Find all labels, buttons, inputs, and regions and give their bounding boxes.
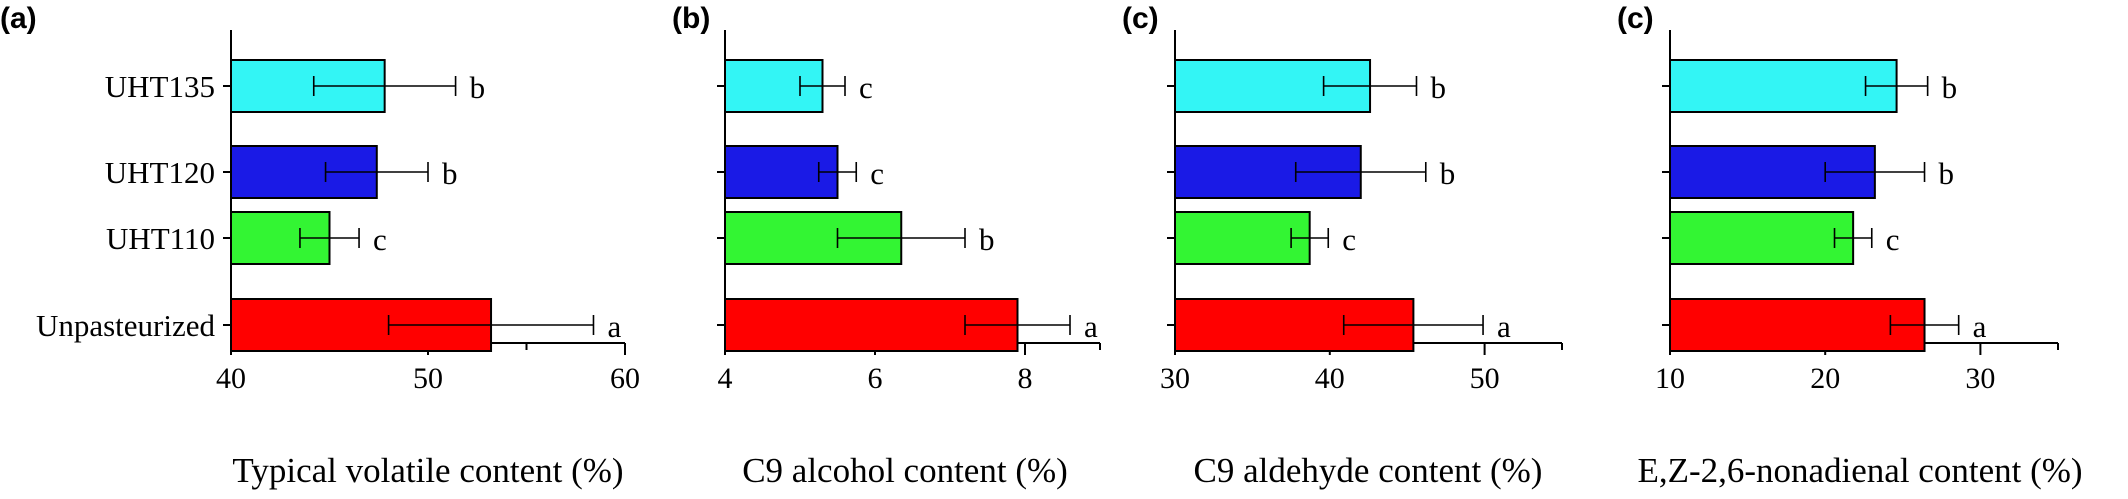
panel-1: (a) 40 50 60 Typical volatile content (%) UHT… (0, 2, 640, 490)
significance-letter: b (1942, 70, 1958, 105)
panel-4: (c) 10 20 30 E,Z-2,6-nonadienal content (%) b… (1617, 2, 2083, 490)
panel-label: (b) (672, 2, 710, 35)
x-tick-label: 8 (1018, 362, 1033, 395)
significance-letter: c (870, 156, 884, 191)
x-tick-label: 50 (413, 362, 443, 395)
panel-label: (c) (1617, 2, 1654, 35)
significance-letter: a (1973, 309, 1987, 344)
significance-letter: c (373, 222, 387, 257)
significance-letter: b (1430, 70, 1446, 105)
x-tick-label: 10 (1655, 362, 1685, 395)
x-tick-label: 20 (1810, 362, 1840, 395)
bar-uht110 (1174, 211, 1311, 265)
significance-letter: b (1939, 156, 1955, 191)
x-tick-label: 50 (1470, 362, 1500, 395)
x-tick-label: 4 (718, 362, 733, 395)
x-tick-label: 40 (1315, 362, 1345, 395)
x-axis-title: C9 aldehyde content (%) (1194, 451, 1543, 490)
x-axis-title: E,Z-2,6-nonadienal content (%) (1637, 451, 2082, 490)
significance-letter: c (1342, 222, 1356, 257)
panel-label: (a) (0, 2, 37, 35)
bar-uht135 (1669, 59, 1898, 113)
x-tick-label: 30 (1965, 362, 1995, 395)
x-axis-title: Typical volatile content (%) (232, 451, 623, 490)
significance-letter: a (1497, 309, 1511, 344)
significance-letter: a (607, 309, 621, 344)
bar-uht110 (1669, 211, 1855, 265)
significance-letter: b (470, 70, 486, 105)
category-label: UHT110 (106, 221, 215, 256)
x-tick-label: 60 (610, 362, 640, 395)
category-label: UHT120 (105, 155, 215, 190)
bar-unpasteurized (1669, 298, 1926, 352)
significance-letter: c (859, 70, 873, 105)
significance-letter: b (1440, 156, 1456, 191)
panel-label: (c) (1122, 2, 1159, 35)
x-tick-label: 6 (868, 362, 883, 395)
x-axis-title: C9 alcohol content (%) (742, 451, 1068, 490)
x-tick-label: 30 (1160, 362, 1190, 395)
category-label: UHT135 (105, 69, 215, 104)
significance-letter: b (979, 222, 995, 257)
significance-letter: b (442, 156, 458, 191)
significance-letter: c (1886, 222, 1900, 257)
x-tick-label: 40 (216, 362, 246, 395)
panel-2: (b) 4 6 8 C9 alcohol content (%) c c b a (672, 2, 1101, 490)
panel-3: (c) 30 40 50 C9 aldehyde content (%) b b c a (1122, 2, 1563, 490)
significance-letter: a (1084, 309, 1098, 344)
category-label: Unpasteurized (36, 308, 216, 343)
